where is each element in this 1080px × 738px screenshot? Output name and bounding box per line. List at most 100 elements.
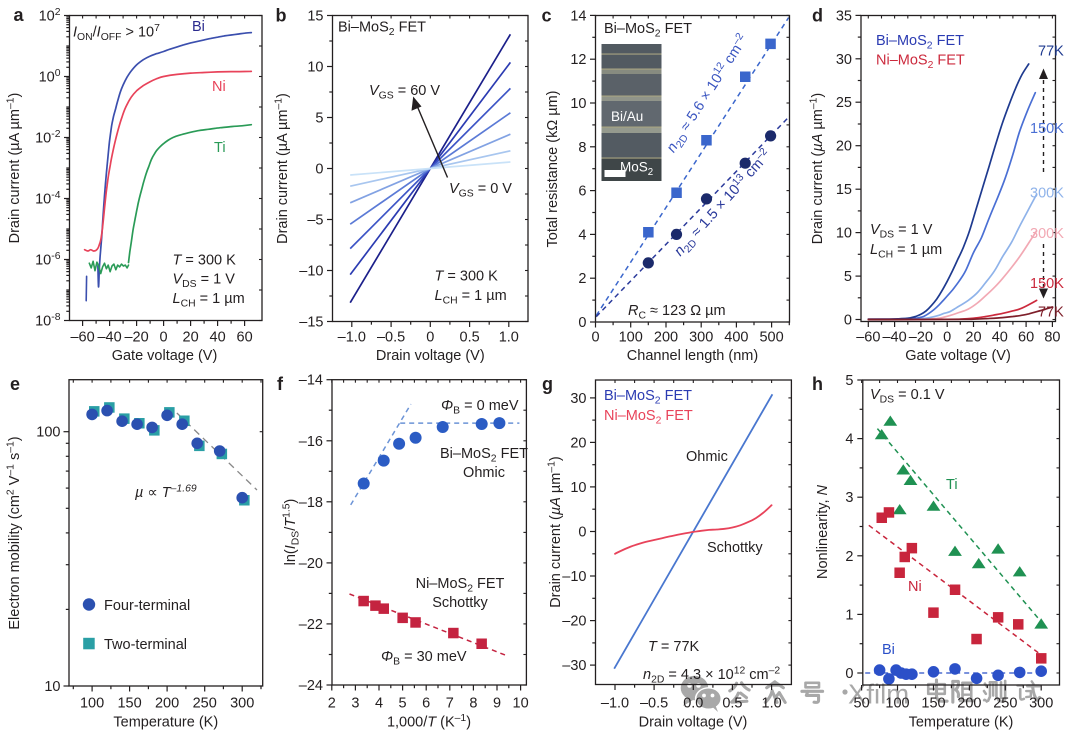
svg-text:100: 100 bbox=[619, 330, 643, 346]
svg-text:Bi: Bi bbox=[882, 642, 895, 658]
svg-text:0: 0 bbox=[578, 315, 586, 331]
svg-text:300: 300 bbox=[689, 330, 713, 346]
svg-text:–10: –10 bbox=[562, 569, 586, 585]
svg-text:h: h bbox=[812, 374, 823, 394]
svg-text:VDS = 0.1 V: VDS = 0.1 V bbox=[870, 387, 945, 406]
svg-text:300K: 300K bbox=[1030, 226, 1064, 242]
svg-text:0: 0 bbox=[844, 313, 852, 329]
svg-text:102: 102 bbox=[39, 7, 61, 25]
svg-text:1: 1 bbox=[845, 607, 853, 623]
svg-text:LCH = 1 µm: LCH = 1 µm bbox=[173, 291, 245, 310]
svg-text:150: 150 bbox=[117, 696, 141, 712]
svg-text:b: b bbox=[276, 6, 287, 26]
svg-text:15: 15 bbox=[836, 182, 852, 198]
svg-text:10-6: 10-6 bbox=[35, 251, 61, 269]
svg-text:60: 60 bbox=[1018, 330, 1034, 346]
svg-text:Ti: Ti bbox=[946, 477, 958, 493]
svg-text:1.0: 1.0 bbox=[762, 696, 782, 712]
svg-text:4: 4 bbox=[578, 227, 586, 243]
svg-text:15: 15 bbox=[307, 9, 323, 25]
svg-text:–30: –30 bbox=[562, 658, 586, 674]
svg-text:400: 400 bbox=[724, 330, 748, 346]
svg-text:e: e bbox=[10, 374, 20, 394]
svg-text:5: 5 bbox=[844, 269, 852, 285]
svg-text:50: 50 bbox=[854, 696, 870, 712]
svg-text:Bi–MoS2 FET: Bi–MoS2 FET bbox=[604, 388, 692, 407]
svg-text:Drain current (µA µm–1): Drain current (µA µm–1) bbox=[6, 93, 24, 244]
svg-text:Bi–MoS2 FET: Bi–MoS2 FET bbox=[604, 21, 692, 40]
svg-text:Four-terminal: Four-terminal bbox=[104, 598, 190, 614]
svg-text:2: 2 bbox=[328, 696, 336, 712]
svg-text:T = 300 K: T = 300 K bbox=[173, 253, 237, 269]
svg-text:ION/IOFF > 107: ION/IOFF > 107 bbox=[73, 23, 160, 43]
svg-text:100: 100 bbox=[39, 68, 61, 86]
svg-text:200: 200 bbox=[155, 696, 179, 712]
svg-text:10: 10 bbox=[570, 480, 586, 496]
svg-text:Nonlinearity, N: Nonlinearity, N bbox=[815, 484, 831, 579]
svg-text:300: 300 bbox=[230, 696, 254, 712]
svg-text:g: g bbox=[542, 374, 553, 394]
svg-text:Bi–MoS2 FET: Bi–MoS2 FET bbox=[440, 446, 528, 465]
svg-text:VDS = 1 V: VDS = 1 V bbox=[870, 222, 933, 241]
svg-text:Bi: Bi bbox=[192, 19, 205, 35]
svg-text:–22: –22 bbox=[299, 617, 323, 633]
svg-text:ln(IDS/T1.5): ln(IDS/T1.5) bbox=[282, 499, 302, 566]
svg-text:10: 10 bbox=[513, 696, 529, 712]
svg-text:20: 20 bbox=[965, 330, 981, 346]
svg-text:0: 0 bbox=[591, 330, 599, 346]
svg-text:VGS = 0 V: VGS = 0 V bbox=[449, 181, 512, 200]
svg-text:200: 200 bbox=[654, 330, 678, 346]
svg-text:–10: –10 bbox=[299, 264, 323, 280]
svg-text:150: 150 bbox=[921, 696, 945, 712]
svg-text:35: 35 bbox=[836, 8, 852, 24]
svg-text:77K: 77K bbox=[1038, 44, 1064, 60]
svg-text:5: 5 bbox=[399, 696, 407, 712]
svg-text:–5: –5 bbox=[307, 213, 323, 229]
svg-text:0: 0 bbox=[578, 525, 586, 541]
svg-text:200: 200 bbox=[957, 696, 981, 712]
svg-text:1,000/T (K–1): 1,000/T (K–1) bbox=[387, 713, 471, 731]
svg-text:77K: 77K bbox=[1038, 305, 1064, 321]
svg-text:100: 100 bbox=[36, 425, 60, 441]
svg-text:Ni: Ni bbox=[908, 579, 922, 595]
svg-text:5: 5 bbox=[845, 373, 853, 389]
svg-text:Gate voltage (V): Gate voltage (V) bbox=[905, 348, 1011, 364]
svg-text:0: 0 bbox=[943, 330, 951, 346]
svg-text:14: 14 bbox=[570, 8, 586, 24]
svg-text:25: 25 bbox=[836, 95, 852, 111]
svg-text:10-4: 10-4 bbox=[35, 190, 61, 208]
svg-text:6: 6 bbox=[578, 184, 586, 200]
svg-text:Bi–MoS2 FET: Bi–MoS2 FET bbox=[876, 33, 964, 52]
svg-text:0.5: 0.5 bbox=[722, 696, 742, 712]
svg-text:500: 500 bbox=[759, 330, 783, 346]
svg-text:0: 0 bbox=[426, 330, 434, 346]
svg-text:Total resistance (kΩ µm): Total resistance (kΩ µm) bbox=[545, 91, 561, 248]
svg-text:T = 300 K: T = 300 K bbox=[435, 269, 499, 285]
svg-text:10: 10 bbox=[44, 679, 60, 695]
svg-text:150K: 150K bbox=[1030, 276, 1064, 292]
svg-text:40: 40 bbox=[210, 330, 226, 346]
svg-text:80: 80 bbox=[1044, 330, 1060, 346]
svg-text:Bi/Au: Bi/Au bbox=[611, 109, 643, 124]
svg-text:–20: –20 bbox=[299, 556, 323, 572]
svg-text:Drain voltage (V): Drain voltage (V) bbox=[639, 715, 748, 731]
svg-text:4: 4 bbox=[845, 432, 853, 448]
svg-text:12: 12 bbox=[570, 52, 586, 68]
svg-text:7: 7 bbox=[446, 696, 454, 712]
svg-text:Temperature (K): Temperature (K) bbox=[113, 715, 218, 731]
svg-text:–20: –20 bbox=[909, 330, 933, 346]
svg-text:100: 100 bbox=[80, 696, 104, 712]
svg-text:0: 0 bbox=[845, 666, 853, 682]
svg-text:0.5: 0.5 bbox=[460, 330, 480, 346]
svg-text:0: 0 bbox=[160, 330, 168, 346]
svg-text:Bi–MoS2 FET: Bi–MoS2 FET bbox=[338, 20, 426, 39]
svg-text:Ohmic: Ohmic bbox=[686, 449, 728, 465]
svg-text:n2D = 4.3 × 1012 cm–2: n2D = 4.3 × 1012 cm–2 bbox=[643, 666, 780, 686]
svg-text:8: 8 bbox=[578, 140, 586, 156]
svg-text:–60: –60 bbox=[856, 330, 880, 346]
svg-text:–16: –16 bbox=[299, 434, 323, 450]
svg-text:300K: 300K bbox=[1030, 186, 1064, 202]
svg-text:3: 3 bbox=[845, 490, 853, 506]
svg-text:Drain current (µA µm–1): Drain current (µA µm–1) bbox=[547, 456, 565, 608]
svg-text:Two-terminal: Two-terminal bbox=[104, 637, 187, 653]
